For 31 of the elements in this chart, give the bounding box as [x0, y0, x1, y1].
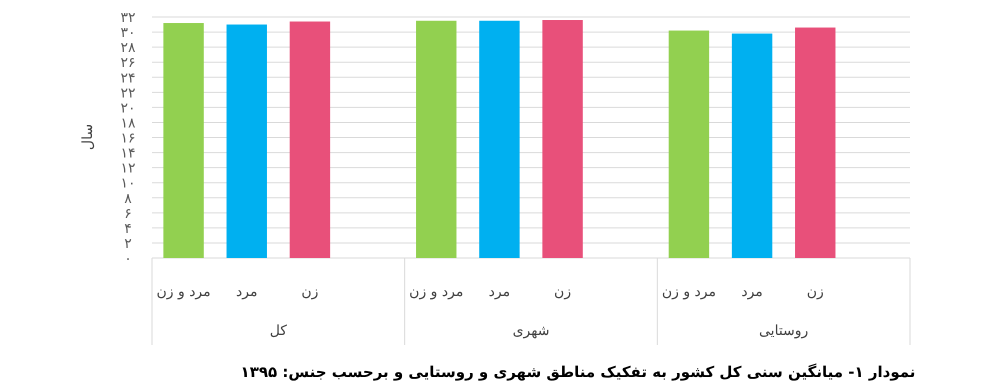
y-tick-label: ۳۲ [120, 10, 136, 26]
text: شهری [512, 323, 550, 339]
x-tick-label: مرد و زن [156, 284, 211, 300]
y-tick-label: ۰ [124, 251, 132, 267]
y-axis-title: سال [80, 124, 96, 150]
y-tick-label: ۲۶ [120, 55, 136, 72]
y-tick-label: ۳۰ [120, 25, 136, 42]
y-tick-label: ۲۰ [120, 100, 136, 116]
x-tick-label: مرد و زن [662, 284, 716, 300]
y-tick-label: ۱۰ [120, 176, 136, 192]
x-tick-label: مرد [488, 284, 510, 300]
y-tick-label: ۱۸ [120, 115, 136, 132]
text: کل [270, 323, 288, 339]
y-tick-label: ۲۲ [120, 85, 136, 102]
x-tick-label: زن [806, 284, 824, 300]
text: روستایی [759, 323, 808, 339]
y-tick-label: ۱۲ [120, 160, 136, 177]
x-tick-label: مرد [741, 284, 763, 300]
y-tick-label: ۱۶ [120, 130, 136, 146]
y-tick-label: ۴ [124, 220, 132, 237]
x-tick-label: مرد و زن [409, 284, 464, 300]
text: نمودار ۱- میانگین سنی کل کشور به تفکیک مناطق شهری و روستایی و برحسب جنس: ۱۳۹۵ [240, 363, 916, 381]
y-tick-label: ۸ [124, 190, 132, 207]
y-tick-label: ۲ [124, 236, 132, 252]
x-tick-label: زن [554, 284, 572, 300]
y-tick-label: ۶ [124, 206, 132, 222]
x-tick-label: زن [301, 284, 318, 300]
y-tick-label: ۱۴ [120, 146, 136, 162]
x-tick-label: مرد [236, 284, 258, 300]
y-tick-label: ۲۸ [120, 40, 136, 56]
y-tick-label: ۲۴ [120, 70, 136, 86]
